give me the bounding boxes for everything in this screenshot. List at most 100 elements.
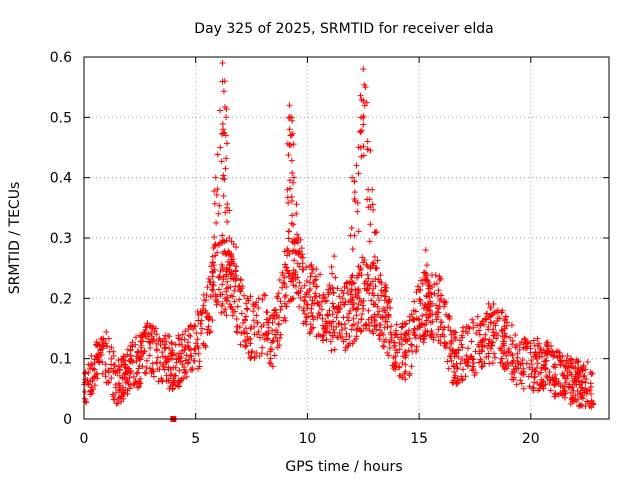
- data-point: [357, 264, 364, 271]
- data-point: [464, 330, 471, 337]
- data-point: [560, 387, 567, 394]
- data-point: [313, 283, 320, 290]
- data-point: [281, 314, 288, 321]
- data-point: [168, 349, 175, 356]
- data-point: [416, 332, 423, 339]
- data-point: [217, 268, 224, 275]
- data-point: [206, 329, 213, 336]
- data-point: [524, 338, 531, 345]
- data-point: [178, 342, 185, 349]
- data-point: [314, 299, 321, 306]
- data-point: [185, 332, 192, 339]
- data-point: [229, 312, 236, 319]
- data-point: [226, 301, 233, 308]
- data-point: [569, 394, 576, 401]
- data-point: [458, 341, 465, 348]
- data-point: [135, 365, 142, 372]
- data-point-peak: [216, 107, 223, 114]
- data-point: [503, 352, 510, 359]
- data-point: [205, 275, 212, 282]
- data-point: [508, 350, 515, 357]
- data-point: [391, 339, 398, 346]
- data-point: [320, 332, 327, 339]
- data-point: [373, 265, 380, 272]
- data-point: [575, 372, 582, 379]
- data-point: [91, 366, 98, 373]
- data-point: [437, 319, 444, 326]
- data-point: [147, 338, 154, 345]
- data-point: [584, 358, 591, 365]
- data-point: [359, 302, 366, 309]
- data-point: [416, 286, 423, 293]
- data-point: [546, 380, 553, 387]
- data-point: [401, 370, 408, 377]
- data-point: [237, 276, 244, 283]
- data-point: [462, 373, 469, 380]
- data-point-peak: [223, 273, 230, 280]
- data-point: [133, 370, 140, 377]
- data-point: [570, 387, 577, 394]
- data-point-peak: [211, 233, 218, 240]
- data-point: [488, 304, 495, 311]
- data-point: [384, 303, 391, 310]
- data-point: [376, 308, 383, 315]
- data-point: [494, 318, 501, 325]
- data-point: [310, 300, 317, 307]
- data-point: [371, 322, 378, 329]
- data-point: [550, 363, 557, 370]
- data-point: [575, 403, 582, 410]
- data-point: [479, 337, 486, 344]
- data-point-peak: [351, 189, 358, 196]
- data-point: [540, 385, 547, 392]
- data-point-peak: [216, 202, 223, 209]
- data-point: [351, 321, 358, 328]
- data-point: [253, 299, 260, 306]
- data-point: [573, 378, 580, 385]
- data-point: [188, 353, 195, 360]
- data-point-peak: [361, 102, 368, 109]
- data-point: [429, 330, 436, 337]
- data-point: [359, 311, 366, 318]
- data-point: [463, 352, 470, 359]
- data-point: [105, 367, 112, 374]
- data-point-peak: [222, 209, 229, 216]
- data-point: [344, 285, 351, 292]
- data-point: [364, 271, 371, 278]
- data-point: [93, 371, 100, 378]
- data-point: [85, 361, 92, 368]
- data-point: [207, 328, 214, 335]
- data-point: [308, 309, 315, 316]
- data-point: [419, 280, 426, 287]
- data-point: [275, 290, 282, 297]
- data-point-peak: [371, 229, 378, 236]
- data-point: [264, 330, 271, 337]
- data-point: [175, 335, 182, 342]
- data-point: [218, 309, 225, 316]
- data-point: [115, 363, 122, 370]
- data-point: [345, 317, 352, 324]
- data-point: [500, 362, 507, 369]
- data-point-peak: [213, 219, 220, 226]
- data-point: [251, 331, 258, 338]
- data-point: [588, 404, 595, 411]
- data-point: [382, 281, 389, 288]
- data-point-peak: [284, 186, 291, 193]
- data-point: [368, 319, 375, 326]
- data-point: [233, 315, 240, 322]
- y-tick-label: 0.2: [50, 291, 72, 307]
- data-point-peak: [221, 129, 228, 136]
- data-point: [228, 270, 235, 277]
- data-point: [165, 353, 172, 360]
- data-point: [442, 340, 449, 347]
- data-point-peak: [360, 121, 367, 128]
- data-point: [238, 310, 245, 317]
- data-point: [259, 344, 266, 351]
- data-point: [585, 400, 592, 407]
- data-point: [139, 363, 146, 370]
- data-point: [402, 348, 409, 355]
- data-point: [546, 374, 553, 381]
- data-point: [411, 325, 418, 332]
- axis-ticks: 0 0.1 0.2 0.3 0.4 0.5 0.6 0 5 10 15 20: [50, 50, 609, 447]
- data-point: [340, 290, 347, 297]
- data-point: [307, 321, 314, 328]
